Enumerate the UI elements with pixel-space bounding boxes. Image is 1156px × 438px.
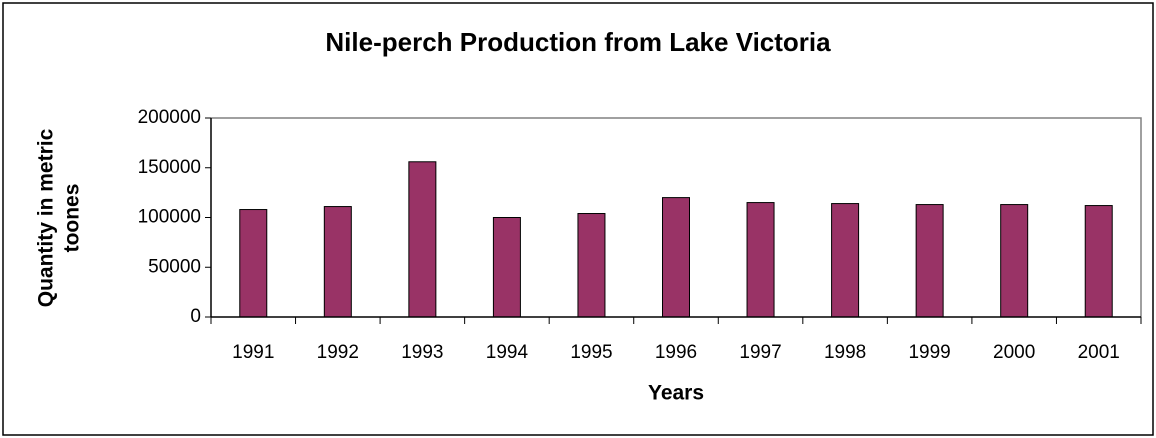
x-tick-label: 1997 bbox=[739, 342, 781, 363]
y-axis-title-line: toones bbox=[61, 184, 84, 253]
x-tick-label: 1993 bbox=[401, 342, 443, 363]
bar bbox=[577, 213, 606, 318]
x-tick-label: 1996 bbox=[655, 342, 697, 363]
x-axis-title: Years bbox=[648, 382, 704, 405]
x-tick-label: 2000 bbox=[993, 342, 1035, 363]
x-tick-label: 1994 bbox=[486, 342, 529, 363]
bar bbox=[746, 202, 775, 318]
bar bbox=[831, 203, 860, 318]
bar bbox=[1084, 205, 1113, 318]
y-axis-title-line: Quantity in metric bbox=[35, 128, 58, 307]
bar bbox=[915, 204, 944, 318]
bar bbox=[239, 209, 268, 318]
x-tick-label: 1999 bbox=[908, 342, 950, 363]
y-tick-label: 100000 bbox=[138, 207, 201, 228]
bar bbox=[1000, 204, 1029, 318]
x-tick-label: 1992 bbox=[317, 342, 359, 363]
plot-border bbox=[211, 117, 1142, 317]
x-tick-label: 1998 bbox=[824, 342, 866, 363]
y-tick-label: 0 bbox=[190, 306, 201, 327]
bar bbox=[492, 217, 521, 318]
y-tick-label: 200000 bbox=[138, 107, 201, 128]
x-tick-label: 2001 bbox=[1078, 342, 1120, 363]
bar bbox=[323, 206, 352, 318]
y-tick-label: 150000 bbox=[138, 157, 201, 178]
x-tick-label: 1995 bbox=[570, 342, 612, 363]
chart-title: Nile-perch Production from Lake Victoria bbox=[325, 27, 831, 57]
bar bbox=[408, 161, 437, 318]
y-axis-title: Quantity in metric toones bbox=[35, 128, 84, 307]
y-tick-label: 50000 bbox=[148, 256, 201, 277]
x-tick-label: 1991 bbox=[232, 342, 274, 363]
bar bbox=[662, 197, 690, 318]
